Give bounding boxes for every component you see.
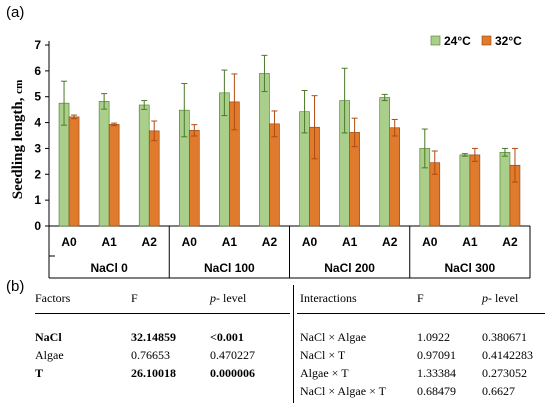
header-interactions: Interactions	[300, 291, 357, 305]
bar	[469, 154, 481, 227]
factor-f: 0.76653	[131, 348, 170, 362]
category-label: A1	[101, 235, 117, 249]
bar	[259, 73, 270, 227]
category-label: A2	[382, 235, 398, 249]
header-p-level-interactions: p- level	[482, 291, 518, 306]
factor-name: Algae	[35, 348, 64, 362]
panel-a-label: (a)	[6, 4, 25, 21]
y-tick-label: 5	[34, 90, 41, 104]
category-label: A1	[222, 235, 238, 249]
bar	[269, 123, 280, 227]
header-f-interactions: F	[417, 291, 424, 305]
category-label: A0	[182, 235, 198, 249]
interaction-p: 0.273052	[482, 366, 527, 380]
legend-label: 24°C	[444, 34, 471, 48]
bar	[499, 152, 511, 227]
bar	[98, 101, 110, 227]
y-tick-label: 3	[34, 141, 41, 155]
bar	[188, 130, 200, 227]
y-tick-label: 6	[34, 64, 41, 78]
legend-label: 32°C	[495, 34, 522, 48]
legend-swatch	[430, 35, 441, 46]
panel-b-label: (b)	[6, 278, 25, 295]
group-label: NaCl 200	[324, 261, 375, 275]
category-label: A2	[262, 235, 278, 249]
table-header-rule	[35, 313, 290, 314]
interaction-name: NaCl × Algae	[300, 330, 367, 344]
bar	[379, 97, 391, 227]
factor-f: 26.10018	[131, 366, 176, 380]
category-label: A0	[422, 235, 438, 249]
y-tick-label: 1	[34, 193, 41, 207]
factor-p: 0.470227	[210, 348, 255, 362]
header-p-suffix-2: level	[492, 291, 519, 305]
category-label: A1	[342, 235, 358, 249]
interaction-f: 1.33384	[417, 366, 456, 380]
category-label: A2	[142, 235, 158, 249]
legend-swatch	[481, 35, 492, 46]
interaction-name: NaCl × T	[300, 348, 346, 362]
y-tick-label: 0	[34, 219, 41, 233]
interaction-f: 0.68479	[417, 384, 456, 398]
y-axis-label: Seedling length, cm	[10, 80, 26, 199]
bar-chart: 0 1 2 3 4 5 6 7 Seedling length, cm NaCl 0 A0 A1 A2 N…	[10, 34, 531, 279]
header-factors: Factors	[35, 291, 71, 305]
header-f: F	[131, 291, 138, 305]
factor-name: NaCl	[35, 330, 62, 344]
bar	[108, 124, 120, 227]
group-label: NaCl 300	[445, 261, 496, 275]
factor-p: 0.000006	[210, 366, 255, 380]
factor-p: <0.001	[210, 330, 244, 344]
interaction-name: Algae × T	[300, 366, 349, 380]
interaction-f: 1.0922	[417, 330, 450, 344]
y-tick-label: 4	[34, 116, 41, 130]
bar	[68, 116, 80, 227]
bar	[389, 127, 401, 227]
bar	[148, 130, 160, 227]
table-header-rule-interactions	[297, 313, 545, 314]
header-p-italic: p-	[210, 291, 220, 305]
table-vertical-divider	[293, 285, 294, 403]
category-label: A1	[462, 235, 478, 249]
y-tick-label: 7	[34, 38, 41, 52]
interaction-p: 0.380671	[482, 330, 527, 344]
category-label: A2	[502, 235, 518, 249]
header-p-suffix: level	[220, 291, 247, 305]
category-label: A0	[61, 235, 77, 249]
bar	[138, 104, 150, 227]
interaction-f: 0.97091	[417, 348, 456, 362]
factor-name: T	[35, 366, 44, 380]
interaction-p: 0.6627	[482, 384, 515, 398]
factor-f: 32.14859	[131, 330, 176, 344]
group-label: NaCl 100	[204, 261, 255, 275]
interaction-name: NaCl × Algae × T	[300, 384, 386, 398]
header-p-italic-2: p-	[482, 291, 492, 305]
y-tick-label: 2	[34, 167, 41, 181]
interaction-p: 0.4142283	[482, 348, 533, 362]
group-label: NaCl 0	[90, 261, 128, 275]
category-label: A0	[302, 235, 318, 249]
bar	[459, 154, 471, 227]
header-p-level: p- level	[210, 291, 246, 306]
